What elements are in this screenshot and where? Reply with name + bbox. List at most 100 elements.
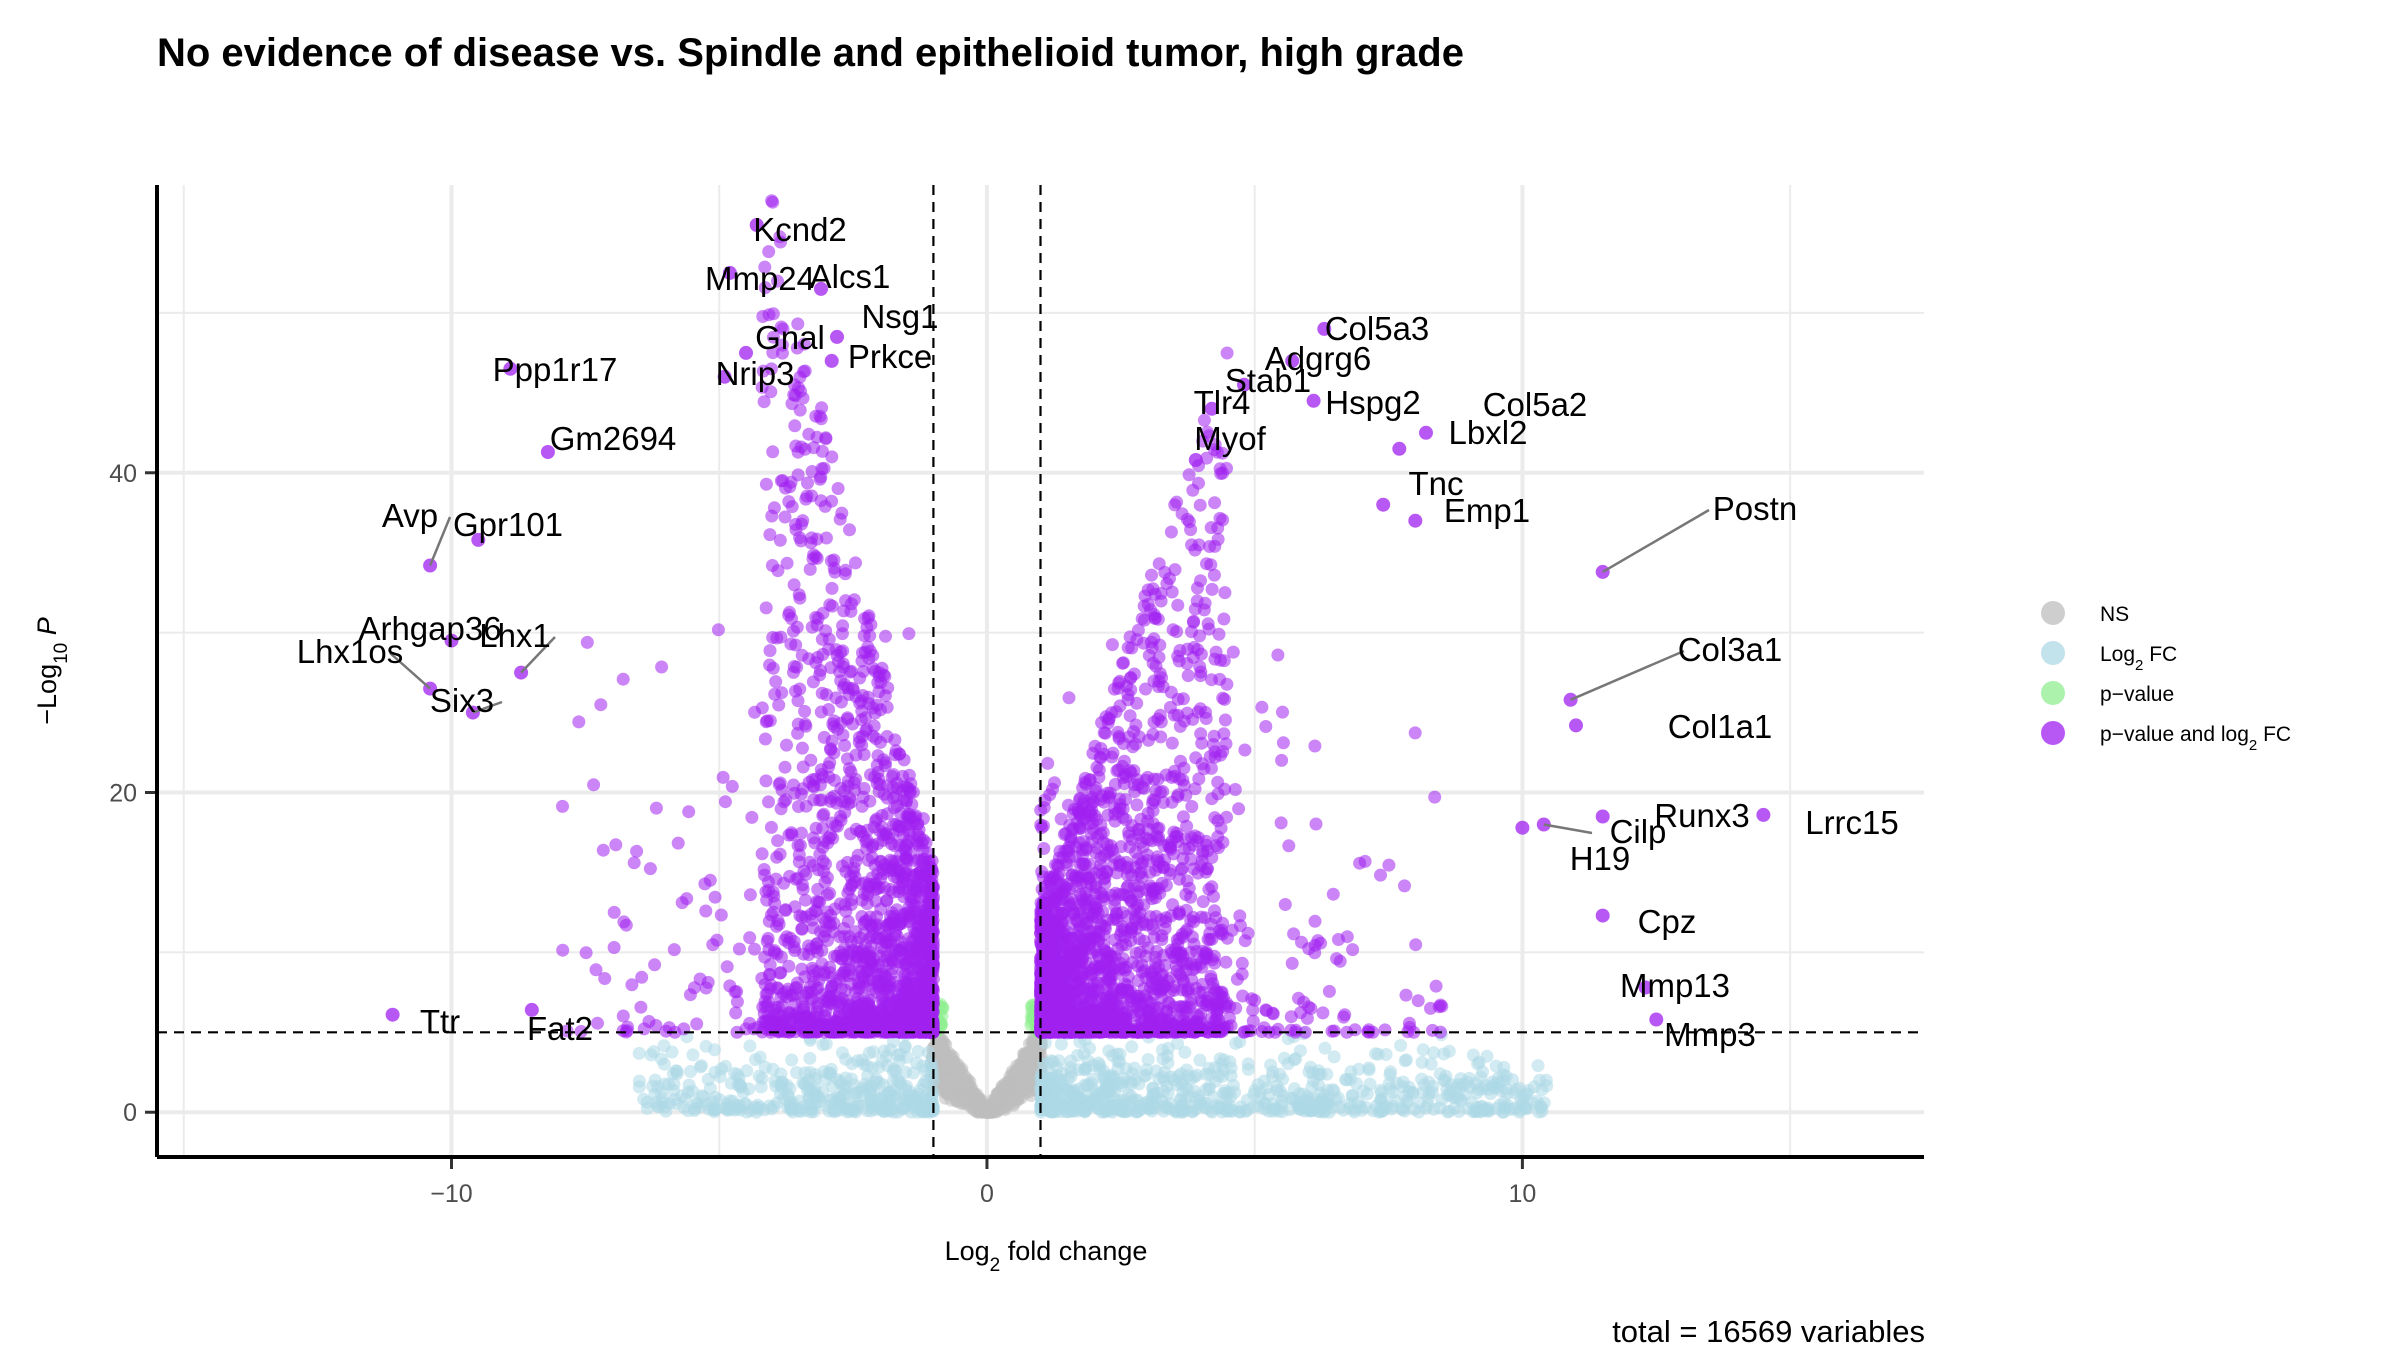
point-fc xyxy=(1141,1053,1155,1066)
point-both xyxy=(824,794,838,808)
point-both xyxy=(1159,879,1173,892)
point-both xyxy=(802,775,816,789)
point-both xyxy=(807,548,821,562)
point-fc xyxy=(684,1065,697,1078)
point-both xyxy=(755,847,769,861)
point-ns xyxy=(1026,1046,1040,1060)
point-fc xyxy=(883,1086,897,1100)
point-both xyxy=(760,934,774,948)
point-fc xyxy=(1318,1041,1332,1055)
point-both xyxy=(763,528,777,542)
point-fc xyxy=(681,1085,695,1099)
point-both xyxy=(1220,346,1234,360)
point-both xyxy=(763,644,777,658)
point-fc xyxy=(1454,1093,1468,1107)
point-fc xyxy=(719,1059,732,1073)
point-fc xyxy=(924,1104,937,1118)
point-fc xyxy=(1054,1037,1068,1051)
point-fc xyxy=(1352,1062,1366,1076)
point-fc xyxy=(1374,1086,1388,1100)
point-both xyxy=(788,419,802,433)
point-both xyxy=(1176,810,1190,824)
point-both xyxy=(1165,585,1179,599)
point-both xyxy=(805,992,819,1006)
point-both xyxy=(763,958,777,972)
point-both xyxy=(798,704,812,718)
point-both xyxy=(875,661,889,675)
point-fc xyxy=(708,1065,722,1079)
point-both xyxy=(799,799,813,813)
point-both xyxy=(789,518,802,531)
point-both xyxy=(844,765,858,779)
point-both xyxy=(1193,498,1207,512)
point-fc xyxy=(1209,1098,1223,1112)
point-both xyxy=(805,913,819,927)
point-ns xyxy=(1021,1058,1035,1072)
point-fc xyxy=(812,1090,826,1104)
point-both xyxy=(841,855,854,869)
point-ns xyxy=(1022,1085,1036,1099)
point-both xyxy=(791,726,805,740)
point-both xyxy=(758,868,772,882)
point-both xyxy=(824,829,838,843)
point-fc xyxy=(1493,1098,1507,1112)
point-fc xyxy=(1476,1065,1490,1079)
point-both xyxy=(824,743,838,757)
point-fc xyxy=(1126,1067,1140,1081)
point-fc xyxy=(1442,1104,1456,1118)
point-fc xyxy=(1189,1091,1203,1105)
point-fc xyxy=(646,1079,660,1093)
point-fc xyxy=(833,1091,847,1105)
point-both xyxy=(778,760,792,774)
point-both xyxy=(887,791,900,805)
point-fc xyxy=(1257,1074,1271,1088)
point-both xyxy=(814,412,828,426)
point-both xyxy=(818,499,832,513)
point-both xyxy=(770,631,784,645)
point-fc xyxy=(688,1102,702,1116)
point-both xyxy=(836,619,850,633)
point-fc xyxy=(847,1104,861,1118)
point-fc xyxy=(693,1060,707,1074)
point-both xyxy=(825,581,839,595)
point-both xyxy=(836,969,850,983)
point-fc xyxy=(1193,1053,1207,1067)
point-both xyxy=(876,863,890,877)
point-fc xyxy=(1460,1075,1474,1089)
point-both xyxy=(777,795,791,809)
point-both xyxy=(798,364,812,378)
point-both xyxy=(838,739,852,752)
point-both xyxy=(800,489,814,503)
point-both xyxy=(849,690,863,704)
point-both xyxy=(831,482,845,495)
point-both xyxy=(785,828,799,842)
point-fc xyxy=(708,1090,722,1104)
point-both xyxy=(1184,523,1198,537)
point-fc xyxy=(1327,1050,1341,1064)
point-fc xyxy=(1222,1086,1236,1099)
point-fc xyxy=(1534,1099,1548,1113)
point-both xyxy=(1130,798,1144,812)
point-fc xyxy=(752,1100,766,1114)
plot-panel: Kcnd2Mmp24Alcs1Nsg1GnalPrkceNrip3Ppp1r17… xyxy=(157,185,1924,1157)
point-both xyxy=(1200,557,1213,571)
point-fc xyxy=(816,1038,830,1052)
point-fc xyxy=(798,1066,812,1080)
point-fc xyxy=(1068,1093,1082,1107)
point-both xyxy=(880,894,893,908)
point-both xyxy=(1211,532,1225,546)
point-both xyxy=(892,747,906,761)
point-ns xyxy=(986,1105,999,1119)
point-fc xyxy=(896,1102,910,1116)
point-both xyxy=(903,808,917,821)
point-fc xyxy=(858,1077,872,1091)
point-both xyxy=(819,431,833,445)
point-fc xyxy=(774,1067,788,1081)
point-fc xyxy=(834,1077,848,1091)
point-both xyxy=(834,782,848,795)
point-both xyxy=(789,684,802,698)
point-fc xyxy=(1078,1078,1092,1092)
point-both xyxy=(816,840,830,854)
point-fc xyxy=(922,1046,936,1059)
point-both xyxy=(896,769,910,783)
